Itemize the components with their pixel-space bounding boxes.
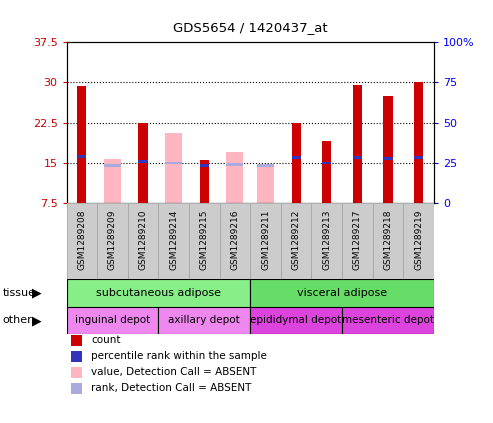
- Bar: [281, 203, 312, 279]
- Bar: [165, 133, 182, 203]
- Text: GSM1289214: GSM1289214: [169, 209, 178, 269]
- Bar: [139, 160, 148, 162]
- Bar: [169, 162, 178, 164]
- Bar: [384, 157, 392, 160]
- Bar: [414, 82, 423, 203]
- Text: subcutaneous adipose: subcutaneous adipose: [96, 288, 221, 298]
- Bar: [257, 165, 274, 203]
- Bar: [257, 164, 274, 167]
- Text: ▶: ▶: [32, 314, 42, 327]
- Bar: [373, 203, 403, 279]
- Bar: [250, 203, 281, 279]
- Text: visceral adipose: visceral adipose: [297, 288, 387, 298]
- Bar: [67, 279, 250, 307]
- Text: percentile rank within the sample: percentile rank within the sample: [91, 351, 267, 361]
- Bar: [104, 159, 121, 203]
- Text: GDS5654 / 1420437_at: GDS5654 / 1420437_at: [173, 21, 327, 34]
- Bar: [250, 307, 342, 334]
- Text: inguinal depot: inguinal depot: [75, 316, 150, 325]
- Text: GSM1289212: GSM1289212: [291, 209, 301, 269]
- Bar: [322, 162, 331, 164]
- Bar: [352, 85, 362, 203]
- Bar: [291, 156, 301, 159]
- Bar: [158, 203, 189, 279]
- Bar: [77, 155, 86, 158]
- Text: count: count: [91, 335, 121, 345]
- Bar: [312, 203, 342, 279]
- Bar: [342, 203, 373, 279]
- Text: GSM1289208: GSM1289208: [77, 209, 86, 269]
- Text: epididymal depot: epididymal depot: [250, 316, 342, 325]
- Bar: [226, 163, 244, 166]
- Bar: [312, 203, 342, 279]
- Text: ▶: ▶: [32, 286, 42, 299]
- Bar: [165, 162, 182, 164]
- Text: GSM1289217: GSM1289217: [353, 209, 362, 269]
- Bar: [403, 203, 434, 279]
- Bar: [384, 96, 392, 203]
- Text: GSM1289211: GSM1289211: [261, 209, 270, 269]
- Text: GSM1289216: GSM1289216: [230, 209, 240, 269]
- Text: mesenteric depot: mesenteric depot: [342, 316, 434, 325]
- Bar: [219, 203, 250, 279]
- Bar: [158, 203, 189, 279]
- Bar: [104, 164, 121, 167]
- Bar: [128, 203, 158, 279]
- Bar: [373, 203, 403, 279]
- Text: value, Detection Call = ABSENT: value, Detection Call = ABSENT: [91, 367, 256, 377]
- Bar: [291, 123, 301, 203]
- Bar: [281, 203, 312, 279]
- Bar: [189, 203, 219, 279]
- Text: GSM1289210: GSM1289210: [139, 209, 147, 269]
- Bar: [67, 203, 97, 279]
- Bar: [352, 156, 362, 159]
- Bar: [128, 203, 158, 279]
- Text: GSM1289213: GSM1289213: [322, 209, 331, 269]
- Bar: [342, 307, 434, 334]
- Text: GSM1289219: GSM1289219: [414, 209, 423, 269]
- Bar: [200, 164, 209, 167]
- Bar: [97, 203, 128, 279]
- Bar: [97, 203, 128, 279]
- Text: other: other: [2, 316, 32, 325]
- Text: GSM1289209: GSM1289209: [108, 209, 117, 269]
- Bar: [250, 203, 281, 279]
- Text: rank, Detection Call = ABSENT: rank, Detection Call = ABSENT: [91, 383, 251, 393]
- Bar: [414, 156, 423, 159]
- Bar: [158, 307, 250, 334]
- Bar: [403, 203, 434, 279]
- Bar: [226, 152, 244, 203]
- Text: tissue: tissue: [2, 288, 35, 298]
- Bar: [250, 279, 434, 307]
- Bar: [77, 86, 86, 203]
- Bar: [139, 123, 148, 203]
- Text: GSM1289218: GSM1289218: [384, 209, 392, 269]
- Text: axillary depot: axillary depot: [169, 316, 240, 325]
- Bar: [342, 203, 373, 279]
- Bar: [67, 307, 158, 334]
- Bar: [200, 160, 209, 203]
- Bar: [67, 203, 97, 279]
- Bar: [189, 203, 219, 279]
- Bar: [322, 141, 331, 203]
- Bar: [219, 203, 250, 279]
- Text: GSM1289215: GSM1289215: [200, 209, 209, 269]
